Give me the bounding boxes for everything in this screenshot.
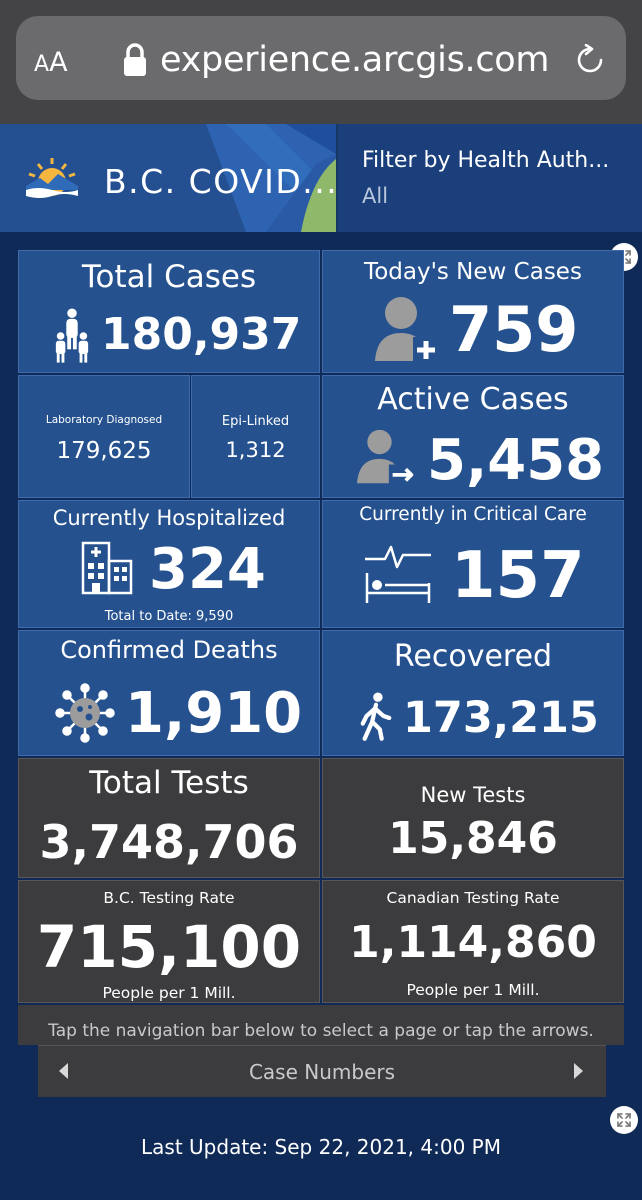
last-update: Last Update: Sep 22, 2021, 4:00 PM <box>141 1135 501 1159</box>
lab-diagnosed-value: 179,625 <box>56 438 152 464</box>
total-tests-panel: Total Tests 3,748,706 <box>18 758 320 878</box>
page-navigation-bar[interactable]: Case Numbers <box>38 1045 606 1097</box>
browser-chrome: AA experience.arcgis.com <box>0 0 642 124</box>
recovered-title: Recovered <box>393 639 553 674</box>
people-icon <box>55 308 89 363</box>
hospital-bed-icon <box>365 545 431 603</box>
recovered-value: 173,215 <box>403 693 599 743</box>
new-tests-panel: New Tests 15,846 <box>322 758 624 878</box>
expand-button-bottom[interactable] <box>610 1106 638 1134</box>
hospital-icon <box>81 541 133 595</box>
deaths-panel: Confirmed Deaths 1,910 <box>18 630 320 756</box>
url-text[interactable]: experience.arcgis.com <box>160 40 550 80</box>
canadian-testing-rate-value: 1,114,860 <box>349 917 597 968</box>
canadian-testing-rate-title: Canadian Testing Rate <box>386 889 560 907</box>
epi-linked-value: 1,312 <box>225 438 286 462</box>
epi-linked-title: Epi-Linked <box>221 414 290 429</box>
hospitalized-panel: Currently Hospitalized 324 Total to Date… <box>18 500 320 628</box>
current-page-label[interactable]: Case Numbers <box>248 1060 396 1084</box>
new-cases-panel: Today's New Cases 759 <box>322 250 624 373</box>
new-tests-value: 15,846 <box>388 813 558 864</box>
text-size-button[interactable]: AA <box>34 47 68 78</box>
header-decoration <box>206 124 336 232</box>
expand-icon <box>617 1113 631 1127</box>
chevron-right-icon[interactable] <box>572 1060 586 1082</box>
bc-testing-rate-panel: B.C. Testing Rate 715,100 People per 1 M… <box>18 880 320 1003</box>
health-authority-filter[interactable]: Filter by Health Auth... All <box>336 124 642 232</box>
bc-testing-rate-value: 715,100 <box>36 913 302 981</box>
lock-icon <box>124 43 146 76</box>
bc-testing-rate-unit: People per 1 Mill. <box>102 984 236 1002</box>
bc-testing-rate-title: B.C. Testing Rate <box>103 889 235 907</box>
critical-care-value: 157 <box>451 539 585 613</box>
deaths-title: Confirmed Deaths <box>60 636 278 664</box>
filter-value[interactable]: All <box>362 184 389 208</box>
person-arrow-icon <box>357 429 417 486</box>
hospitalized-total-to-date: Total to Date: 9,590 <box>104 609 234 624</box>
reload-icon[interactable] <box>574 44 606 76</box>
hospitalized-value: 324 <box>149 537 266 602</box>
person-add-icon <box>375 297 439 363</box>
address-bar[interactable] <box>16 16 626 100</box>
bc-logo-icon <box>26 158 78 198</box>
lab-diagnosed-title: Laboratory Diagnosed <box>45 414 163 426</box>
new-tests-title: New Tests <box>420 783 526 807</box>
epi-linked-panel: Epi-Linked 1,312 <box>191 375 320 498</box>
navigation-hint: Tap the navigation bar below to select a… <box>18 1005 624 1045</box>
app-title: B.C. COVID... <box>104 162 336 201</box>
active-cases-value: 5,458 <box>427 428 605 493</box>
virus-icon <box>55 683 115 743</box>
lab-diagnosed-panel: Laboratory Diagnosed 179,625 <box>18 375 190 498</box>
hospitalized-title: Currently Hospitalized <box>52 506 286 530</box>
total-cases-title: Total Cases <box>81 259 257 295</box>
total-tests-title: Total Tests <box>89 765 249 801</box>
new-cases-value: 759 <box>449 293 579 366</box>
brand-panel: B.C. COVID... <box>0 124 336 232</box>
deaths-value: 1,910 <box>125 681 303 746</box>
active-cases-title: Active Cases <box>377 382 569 417</box>
recovered-panel: Recovered 173,215 <box>322 630 624 756</box>
critical-care-panel: Currently in Critical Care 157 <box>322 500 624 628</box>
canadian-testing-rate-panel: Canadian Testing Rate 1,114,860 People p… <box>322 880 624 1003</box>
new-cases-title: Today's New Cases <box>364 259 582 285</box>
filter-label: Filter by Health Auth... <box>362 148 610 173</box>
total-cases-panel: Total Cases 180,937 <box>18 250 320 373</box>
chevron-left-icon[interactable] <box>56 1060 70 1082</box>
total-cases-value: 180,937 <box>101 309 302 360</box>
walking-icon <box>360 692 392 741</box>
app-header: B.C. COVID... Filter by Health Auth... A… <box>0 124 642 232</box>
critical-care-title: Currently in Critical Care <box>359 504 587 525</box>
active-cases-panel: Active Cases 5,458 <box>322 375 624 498</box>
canadian-testing-rate-unit: People per 1 Mill. <box>406 981 540 999</box>
total-tests-value: 3,748,706 <box>39 815 299 869</box>
